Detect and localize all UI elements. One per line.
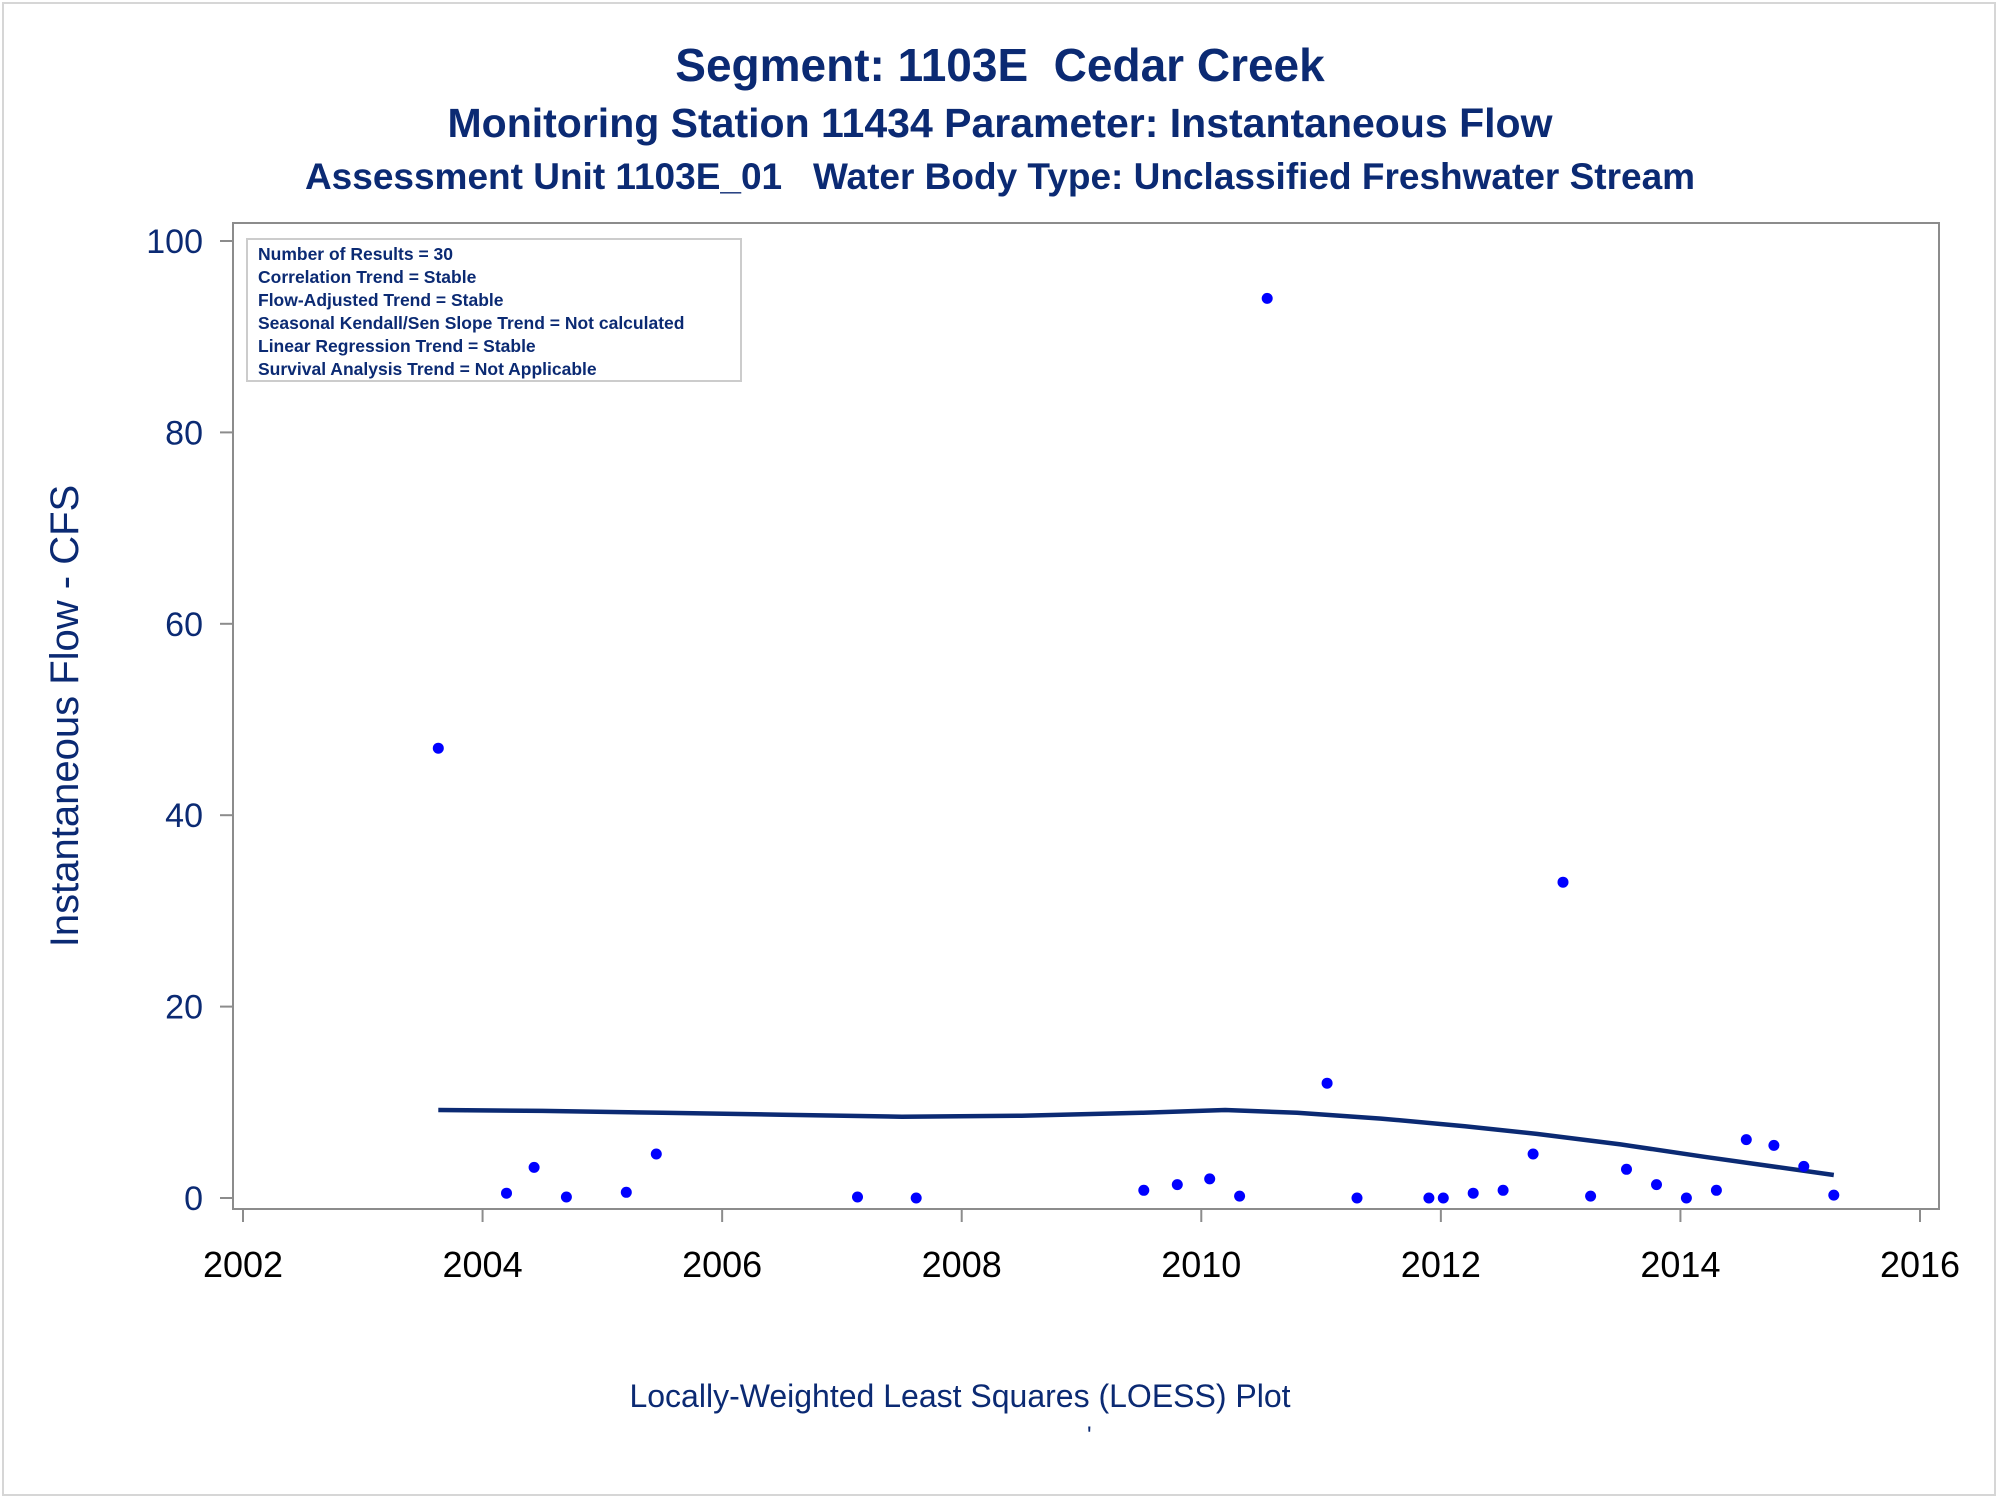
y-tick-label-20: 20 [165,989,203,1027]
data-point-4 [560,1191,572,1203]
x-tick-label-2006: 2006 [682,1244,762,1285]
stats-inset: Number of Results = 30 Correlation Trend… [246,238,742,382]
data-point-14 [1321,1077,1333,1089]
data-point-25 [1680,1192,1692,1204]
chart-footnote: Locally-Weighted Least Squares (LOESS) P… [629,1378,1291,1414]
footnote-mark: ' [1087,1422,1092,1449]
x-tick-label-2004: 2004 [443,1244,523,1285]
data-point-16 [1423,1192,1435,1204]
loess-line [438,1107,1835,1178]
chart-title-station: Monitoring Station 11434 Parameter: Inst… [447,100,1553,146]
y-tick-label-60: 60 [165,606,203,644]
data-point-27 [1740,1134,1752,1146]
x-axis: 2002 2004 2006 2008 2010 2012 2014 2016 [203,1209,1960,1285]
data-point-11 [1204,1173,1216,1185]
stat-linear-regression-trend: Linear Regression Trend = Stable [258,336,536,356]
data-point-12 [1234,1190,1246,1202]
data-point-10 [1171,1179,1183,1191]
data-point-6 [650,1148,662,1160]
stat-number-of-results: Number of Results = 30 [258,244,453,264]
data-point-20 [1527,1148,1539,1160]
data-point-15 [1351,1192,1363,1204]
data-point-21 [1557,876,1569,888]
data-point-24 [1651,1179,1662,1191]
data-point-3 [528,1161,540,1173]
data-point-1 [432,742,444,754]
stat-correlation-trend: Correlation Trend = Stable [258,267,477,287]
y-tick-label-100: 100 [146,223,203,261]
data-point-30 [1828,1189,1840,1201]
x-tick-label-2012: 2012 [1401,1244,1481,1285]
y-tick-label-80: 80 [165,414,203,452]
data-point-7 [852,1191,863,1203]
y-tick-label-0: 0 [184,1180,203,1218]
stat-seasonal-kendall-trend: Seasonal Kendall/Sen Slope Trend = Not c… [258,313,684,333]
data-point-17 [1437,1192,1449,1204]
plot-area [232,222,1940,1210]
points-layer [432,292,1840,1204]
data-point-8 [910,1192,922,1204]
chart-title-assessment-unit: Assessment Unit 1103E_01 Water Body Type… [304,156,1696,197]
x-tick-label-2014: 2014 [1640,1244,1720,1285]
data-point-23 [1621,1163,1632,1175]
stats-inset-box [246,238,742,382]
loess-layer [438,1107,1835,1178]
x-tick-label-2010: 2010 [1161,1244,1241,1285]
y-axis: 0 20 40 60 80 100 [146,223,233,1218]
data-point-26 [1710,1184,1722,1196]
x-tick-label-2002: 2002 [203,1244,283,1285]
data-point-29 [1798,1160,1810,1172]
data-point-22 [1585,1190,1597,1202]
stat-flow-adjusted-trend: Flow-Adjusted Trend = Stable [258,290,504,310]
data-point-19 [1497,1184,1509,1196]
data-point-9 [1138,1184,1150,1196]
data-point-2 [501,1187,512,1199]
x-tick-label-2016: 2016 [1880,1244,1960,1285]
chart-title-segment: Segment: 1103E Cedar Creek [675,39,1325,91]
x-tick-label-2008: 2008 [922,1244,1002,1285]
data-point-13 [1261,292,1273,304]
stat-survival-analysis-trend: Survival Analysis Trend = Not Applicable [258,359,597,379]
data-point-18 [1467,1187,1479,1199]
data-point-5 [620,1186,632,1198]
y-tick-label-40: 40 [165,797,203,835]
data-point-28 [1768,1139,1780,1151]
y-axis-label: Instantaneous Flow - CFS [43,485,87,947]
